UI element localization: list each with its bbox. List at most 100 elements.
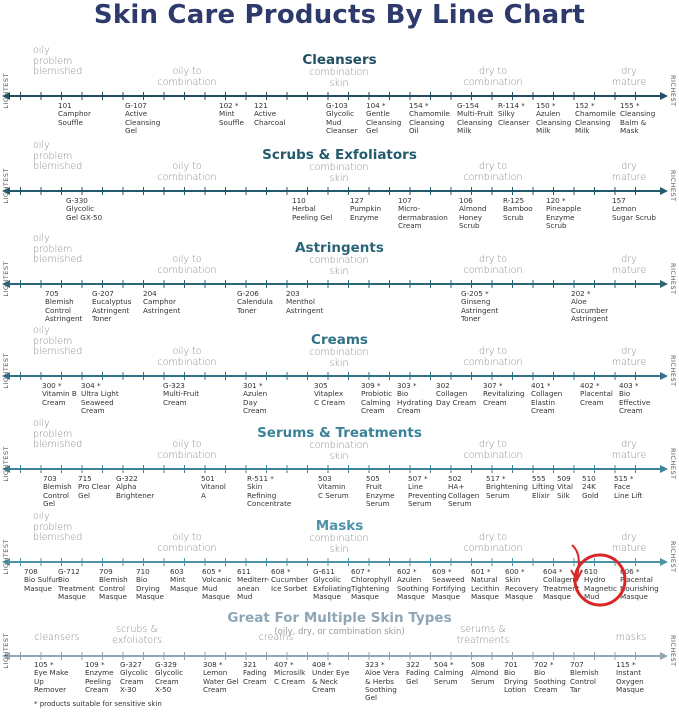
product-code: G-154 <box>457 101 479 110</box>
product-code: 603 <box>170 567 184 576</box>
product-item: 307 * Revitalizing Cream <box>483 381 524 407</box>
section-title: Masks <box>315 518 364 534</box>
product-code: 307 * <box>483 381 503 390</box>
product-code: 401 * <box>531 381 551 390</box>
product-name: Glycolic Gel GX-50 <box>66 204 103 222</box>
product-name: Pumpkin Enzyme <box>350 204 382 222</box>
product-item: 401 * Collagen Elastin Cream <box>531 381 563 415</box>
skin-type-label: combination skin <box>309 162 369 184</box>
product-name: Bio Hydrating Cream <box>397 389 433 415</box>
product-code: 110 <box>292 196 306 205</box>
product-name: Calming Serum <box>434 668 464 686</box>
product-item: 603 Mint Masque <box>170 567 198 593</box>
product-name: Enzyme Peeling Cream <box>85 668 114 694</box>
skin-type-label: dry to combination <box>463 439 523 461</box>
product-item: 555 Lifting Elixir <box>532 474 555 500</box>
highlight-circle <box>573 553 627 607</box>
skin-type-label: oily to combination <box>157 66 217 88</box>
product-name: Vitamin B Cream <box>42 389 77 407</box>
product-item: 609 * Seaweed Fortifying Masque <box>432 567 466 601</box>
skin-type-label: combination skin <box>309 347 369 369</box>
product-item: 303 * Bio Hydrating Cream <box>397 381 433 415</box>
product-item: 203 Menthol Astringent <box>286 289 324 315</box>
product-item: R-511 * Skin Refining Concentrate <box>247 474 291 508</box>
product-item: 305 Vitaplex C Cream <box>314 381 345 407</box>
product-code: G-322 <box>116 474 138 483</box>
richest-label: RICHEST <box>669 541 677 573</box>
product-item: 408 * Under Eye & Neck Cream <box>312 660 350 694</box>
axis-line <box>2 465 668 473</box>
product-code: 202 * <box>571 289 591 298</box>
product-name: Collagen Elastin Cream <box>531 389 563 415</box>
product-item: G-103 Glycolic Mud Cleanser <box>326 101 358 135</box>
product-name: Microsilk C Cream <box>274 668 306 686</box>
richest-label: RICHEST <box>669 635 677 667</box>
skin-type-label: combination skin <box>309 440 369 462</box>
section-title: Cleansers <box>302 52 377 68</box>
product-item: G-323 Multi-Fruit Cream <box>163 381 199 407</box>
product-name: Azulen Day Cream <box>243 389 268 415</box>
footnote: * products suitable for sensitive skin <box>34 700 162 708</box>
product-code: 701 <box>504 660 518 669</box>
product-name: Camphor Astringent <box>143 297 181 315</box>
product-name: Almond Honey Scrub <box>459 204 487 230</box>
arrow-left-icon <box>2 280 10 288</box>
product-name: Menthol Astringent <box>286 297 324 315</box>
product-code: 120 * <box>546 196 566 205</box>
product-item: 150 * Azulen Cleansing Milk <box>536 101 571 135</box>
product-item: 323 * Aloe Vera & Herbs Soothing Gel <box>365 660 399 702</box>
product-name: Lemon Water Gel Cream <box>203 668 239 694</box>
product-item: 152 * Chamomile Cleansing Milk <box>575 101 616 135</box>
product-code: 109 * <box>85 660 105 669</box>
skin-type-label: dry mature <box>611 254 647 276</box>
product-item: 309 * Probiotic Calming Cream <box>361 381 392 415</box>
skin-type-label: combination skin <box>309 533 369 555</box>
product-code: 321 <box>243 660 257 669</box>
product-name: Blemish Control Tar <box>570 668 599 694</box>
product-code: 309 * <box>361 381 381 390</box>
skin-type-label: dry to combination <box>463 254 523 276</box>
section-cleansers: Cleansers oily problem blemished oily to c… <box>0 45 679 144</box>
product-item: 110 Herbal Peeling Gel <box>292 196 333 222</box>
product-item: 515 * Face Line Lift <box>614 474 643 500</box>
product-name: Bamboo Scrub <box>503 204 533 222</box>
product-name: Chamomile Cleansing Milk <box>575 109 616 135</box>
product-name: Under Eye & Neck Cream <box>312 668 350 694</box>
product-name: Placental Cream <box>580 389 613 407</box>
category-label: cleansers <box>34 632 80 643</box>
product-name: Lifting Elixir <box>532 482 555 500</box>
product-name: Active Charcoal <box>254 109 286 127</box>
product-code: 507 * <box>408 474 428 483</box>
product-item: G-327 Glycolic Cream X-30 <box>120 660 148 694</box>
product-item: 308 * Lemon Water Gel Cream <box>203 660 239 694</box>
richest-label: RICHEST <box>669 448 677 480</box>
skin-type-label: oily to combination <box>157 161 217 183</box>
product-item: 517 * Brightening Serum <box>486 474 528 500</box>
skin-type-label: combination skin <box>309 255 369 277</box>
product-item: 715 Pro Clear Gel <box>78 474 110 500</box>
axis-line <box>2 558 668 566</box>
product-name: Ginseng Astringent Toner <box>461 297 499 323</box>
section-title: Great For Multiple Skin Types <box>227 610 452 626</box>
section-title: Serums & Treatments <box>257 425 422 441</box>
product-name: HA+ Collagen Serum <box>448 482 480 508</box>
product-code: 300 * <box>42 381 62 390</box>
product-code: R-114 * <box>498 101 525 110</box>
product-item: G-205 * Ginseng Astringent Toner <box>461 289 499 323</box>
product-code: 106 <box>459 196 473 205</box>
arrow-left-icon <box>2 92 10 100</box>
product-name: Bio Sulfur Masque <box>24 575 59 593</box>
product-code: 402 * <box>580 381 600 390</box>
product-name: Fruit Enzyme Serum <box>366 482 395 508</box>
product-item: 154 * Chamomile Cleansing Oil <box>409 101 450 135</box>
category-label: creams <box>258 632 294 643</box>
product-name: Herbal Peeling Gel <box>292 204 333 222</box>
product-code: 555 <box>532 474 546 483</box>
arrow-right-icon <box>660 465 668 473</box>
skin-type-label: dry mature <box>611 66 647 88</box>
product-code: G-611 <box>313 567 335 576</box>
product-name: Silky Cleanser <box>498 109 530 127</box>
product-item: 709 Blemish Control Masque <box>99 567 128 601</box>
product-code: 104 * <box>366 101 386 110</box>
product-code: 502 <box>448 474 462 483</box>
